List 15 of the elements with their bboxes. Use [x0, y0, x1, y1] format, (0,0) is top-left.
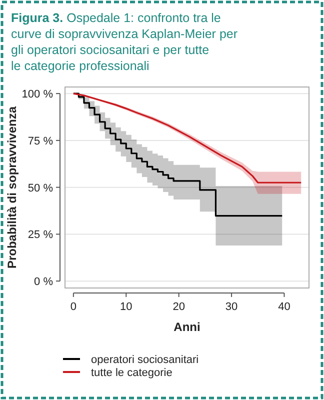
- legend-label: tutte le categorie: [91, 367, 172, 379]
- y-tick-label: 50 %: [28, 182, 54, 194]
- x-tick-label: 30: [225, 301, 238, 313]
- y-axis-title: Probabilità di sopravvivenza: [5, 106, 19, 269]
- y-tick-label: 75 %: [28, 135, 54, 148]
- y-tick-label: 100 %: [22, 88, 54, 101]
- x-tick-label: 10: [120, 301, 132, 313]
- x-tick-label: 20: [172, 301, 185, 313]
- y-tick-label: 25 %: [28, 229, 54, 242]
- x-axis-title: Anni: [174, 320, 200, 334]
- legend-label: operatori sociosanitari: [91, 354, 199, 366]
- x-tick-label: 0: [70, 301, 76, 313]
- chart-title: Figura 3. Ospedale 1: confronto tra le curve di sopravvivenza Kaplan-Meier per gli operatori sociosanitari e per tutte le categorie professionali: [11, 11, 238, 73]
- x-tick-label: 40: [278, 301, 290, 313]
- y-tick-label: 0 %: [34, 276, 54, 288]
